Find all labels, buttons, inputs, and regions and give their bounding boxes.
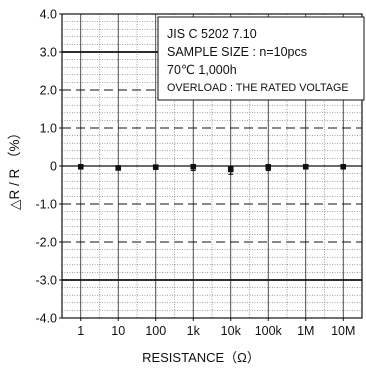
data-point [265,164,272,170]
annotation-line-sample-size: SAMPLE SIZE : n=10pcs [167,45,307,59]
data-point [190,163,197,170]
data-point [115,165,122,171]
y-tick-label: -2.0 [35,236,57,250]
y-tick-label: 1.0 [40,122,57,136]
y-tick-labels: 4.0 3.0 2.0 1.0 0 -1.0 -2.0 -3.0 -4.0 [35,8,62,326]
x-tick-label: 1k [187,324,201,338]
y-tick-label: -3.0 [35,274,57,288]
y-tick-label: 4.0 [40,8,57,22]
x-tick-label: 1M [297,324,314,338]
y-tick-label: 3.0 [40,46,57,60]
x-tick-label: 10k [221,324,242,338]
x-axis-label: RESISTANCE（Ω） [142,350,260,365]
data-point [302,163,309,170]
data-point [152,164,159,170]
x-tick-label: 10M [331,324,355,338]
y-tick-label: 2.0 [40,84,57,98]
x-tick-label: 1 [77,324,84,338]
data-point [227,166,234,173]
data-point [77,163,84,170]
y-tick-label: 0 [50,160,57,174]
annotation-line-standard: JIS C 5202 7.10 [167,27,257,41]
annotation-box [157,16,365,101]
data-point [340,163,347,170]
x-tick-label: 100k [255,324,283,338]
data-markers [77,163,347,175]
x-tick-label: 100 [145,324,166,338]
annotation-line-condition: 70℃ 1,000h [167,63,237,77]
y-axis-label: △R / R （%） [7,126,22,210]
x-tick-labels: 1 10 100 1k 10k 100k 1M 10M [77,318,355,338]
y-tick-label: -1.0 [35,198,57,212]
annotation-line-overload: OVERLOAD : THE RATED VOLTAGE [167,82,349,94]
y-tick-label: -4.0 [35,312,57,326]
x-tick-label: 10 [111,324,125,338]
